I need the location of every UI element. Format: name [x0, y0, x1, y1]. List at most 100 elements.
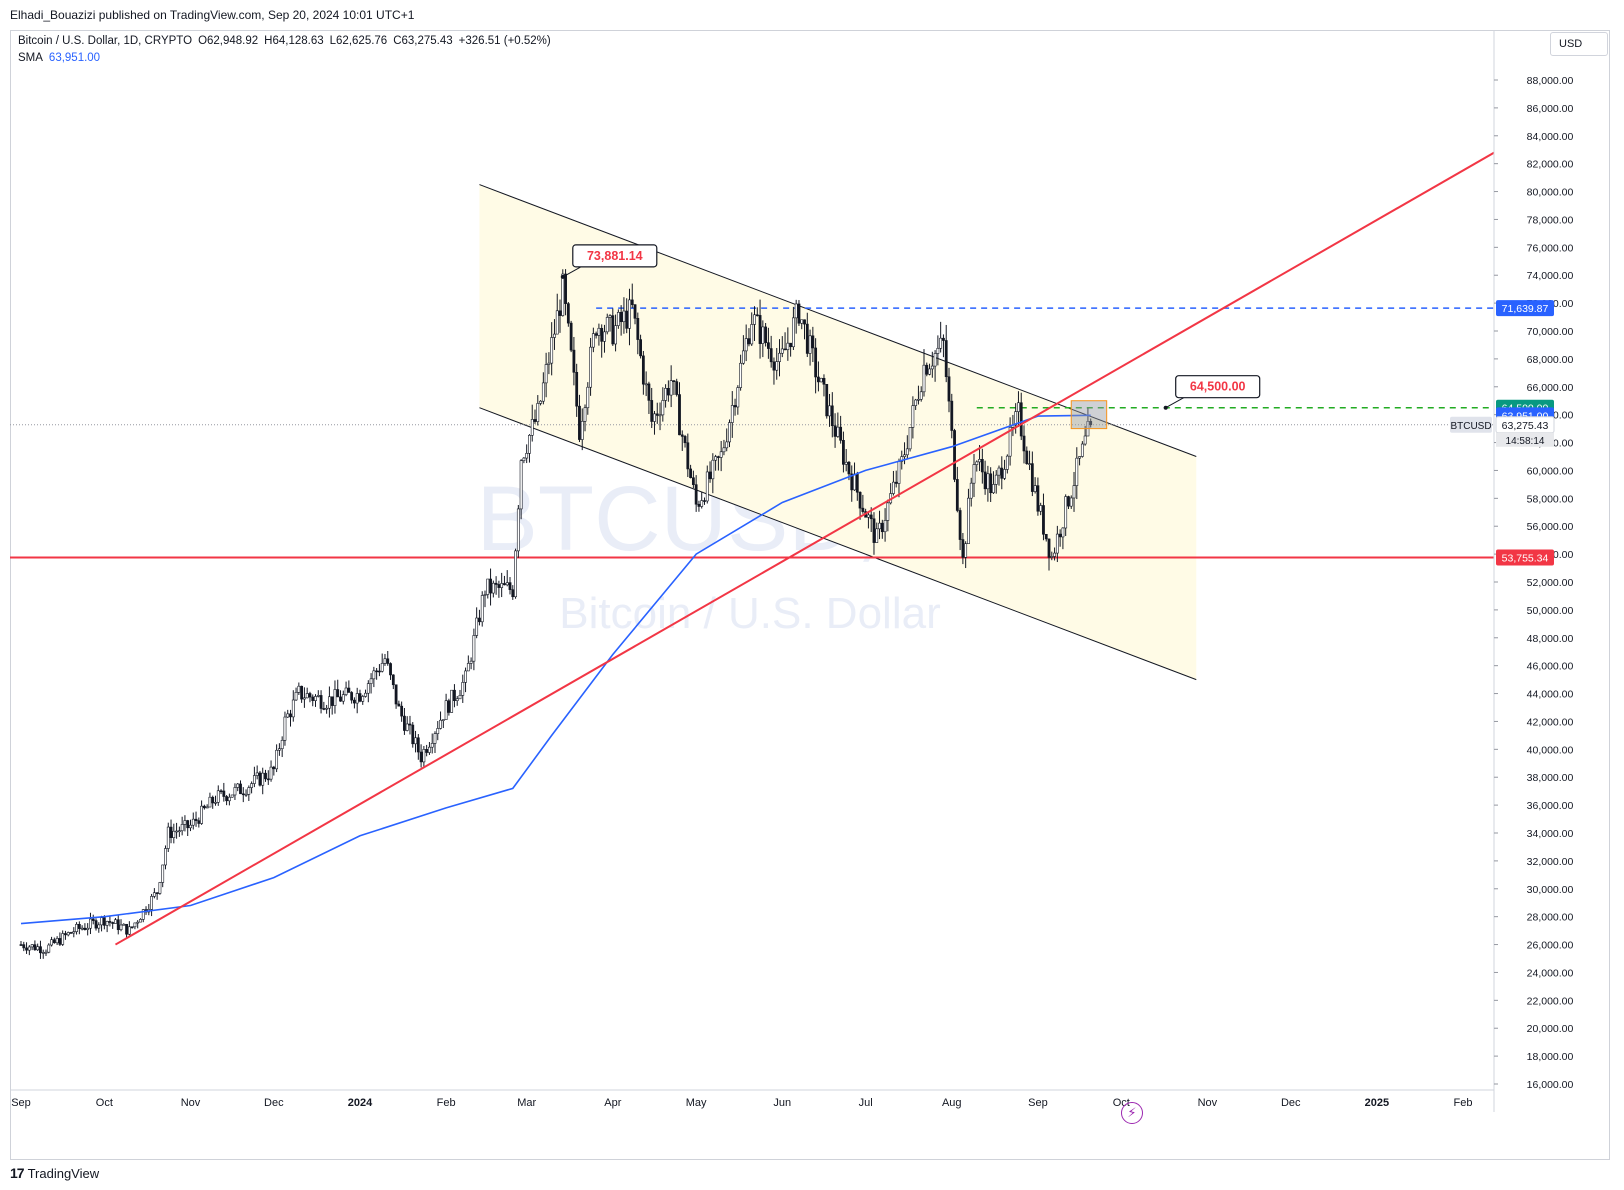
callout-label: 64,500.00 — [1190, 380, 1246, 394]
candle-body — [169, 826, 173, 838]
candle-body — [197, 820, 201, 824]
candle-body — [225, 796, 229, 802]
candle-body — [814, 347, 818, 378]
candle-body — [58, 938, 62, 945]
candle-body — [569, 322, 573, 351]
candle-body — [989, 473, 993, 494]
candle-body — [297, 685, 301, 693]
countdown-bg — [1496, 432, 1554, 447]
candle-body — [730, 405, 734, 423]
x-tick-label: Dec — [264, 1097, 284, 1109]
candle-body — [875, 528, 879, 543]
candle-body — [650, 400, 654, 422]
candle-body — [1008, 426, 1012, 457]
candle-body — [275, 749, 279, 770]
axis-price-label: 63,275.43 14:58:14 BTCUSD — [1450, 416, 1555, 447]
candle-body — [658, 414, 662, 417]
candle-body — [1022, 435, 1026, 452]
candle-body — [1028, 463, 1031, 465]
candle-body — [750, 324, 754, 345]
candle-body — [939, 337, 943, 349]
candle-body — [286, 713, 290, 718]
candle-body — [461, 682, 465, 696]
candle-body — [83, 927, 87, 930]
candle-body — [1005, 455, 1009, 470]
candle-body — [775, 361, 779, 371]
candle-body — [825, 383, 829, 417]
candle-body — [447, 700, 451, 713]
candle-body — [39, 946, 42, 954]
candle-body — [561, 273, 565, 316]
x-tick-label: Aug — [942, 1097, 962, 1109]
candle-body — [191, 818, 195, 826]
candle-body — [975, 461, 979, 465]
candle-body — [744, 338, 748, 352]
candle-body — [316, 695, 320, 697]
candle-body — [892, 481, 895, 494]
candle-body — [1058, 533, 1062, 538]
candle-body — [716, 456, 720, 458]
candle-body — [758, 315, 762, 344]
candle-body — [703, 500, 706, 502]
candle-body — [436, 728, 440, 734]
candle-body — [578, 405, 581, 440]
candle-body — [258, 772, 262, 786]
candle-body — [289, 713, 292, 718]
candle-body — [383, 658, 387, 664]
candle-body — [100, 917, 103, 926]
candle-body — [664, 388, 667, 401]
currency-button[interactable]: USD — [1550, 32, 1608, 56]
candle-body — [472, 635, 476, 662]
candle-body — [789, 342, 793, 348]
candle-body — [503, 583, 506, 586]
candle-body — [322, 708, 326, 710]
tradingview-mark-icon: 17 — [10, 1165, 25, 1181]
candle-body — [466, 663, 470, 672]
channel-lower-line — [479, 407, 1197, 681]
candle-body — [439, 719, 442, 729]
candle-body — [969, 482, 973, 499]
candle-body — [778, 352, 781, 362]
candle-body — [455, 698, 459, 701]
flash-icon[interactable]: ⚡ — [1121, 1102, 1143, 1124]
x-tick-label: Apr — [604, 1097, 621, 1109]
legend-symbol[interactable]: Bitcoin / U.S. Dollar, 1D, CRYPTO — [18, 35, 193, 47]
candle-body — [672, 380, 676, 382]
y-tick-label: 22,000.00 — [1527, 995, 1574, 1007]
candle-body — [644, 383, 648, 386]
y-tick-label: 42,000.00 — [1527, 716, 1574, 728]
candle-body — [639, 339, 642, 357]
candle-body — [328, 696, 331, 709]
legend-sma-label[interactable]: SMA — [18, 52, 43, 64]
candle-body — [541, 382, 545, 402]
x-tick-label: Feb — [437, 1097, 456, 1109]
candle-body — [839, 426, 843, 441]
candle-body — [992, 484, 995, 494]
candle-body — [997, 467, 1001, 476]
candle-body — [978, 459, 981, 463]
candle-body — [141, 909, 145, 920]
callout-pointer — [562, 266, 582, 278]
candle-body — [830, 405, 834, 427]
candle-body — [375, 670, 379, 673]
candle-body — [858, 491, 862, 509]
candle-body — [1036, 485, 1040, 512]
candle-body — [264, 772, 267, 780]
candle-body — [614, 325, 617, 345]
candle-body — [1003, 469, 1006, 479]
candle-body — [622, 310, 626, 323]
candle-body — [361, 696, 365, 702]
candle-body — [1075, 457, 1079, 486]
candle-body — [489, 578, 492, 594]
candle-body — [933, 353, 937, 367]
tradingview-logo[interactable]: 17 TradingView — [10, 1162, 99, 1184]
y-tick-label: 82,000.00 — [1527, 159, 1574, 171]
candle-body — [714, 456, 718, 461]
candle-body — [397, 703, 401, 707]
candle-body — [689, 468, 692, 479]
candle-body — [1033, 485, 1037, 492]
candle-body — [41, 952, 45, 954]
candle-body — [811, 335, 815, 349]
